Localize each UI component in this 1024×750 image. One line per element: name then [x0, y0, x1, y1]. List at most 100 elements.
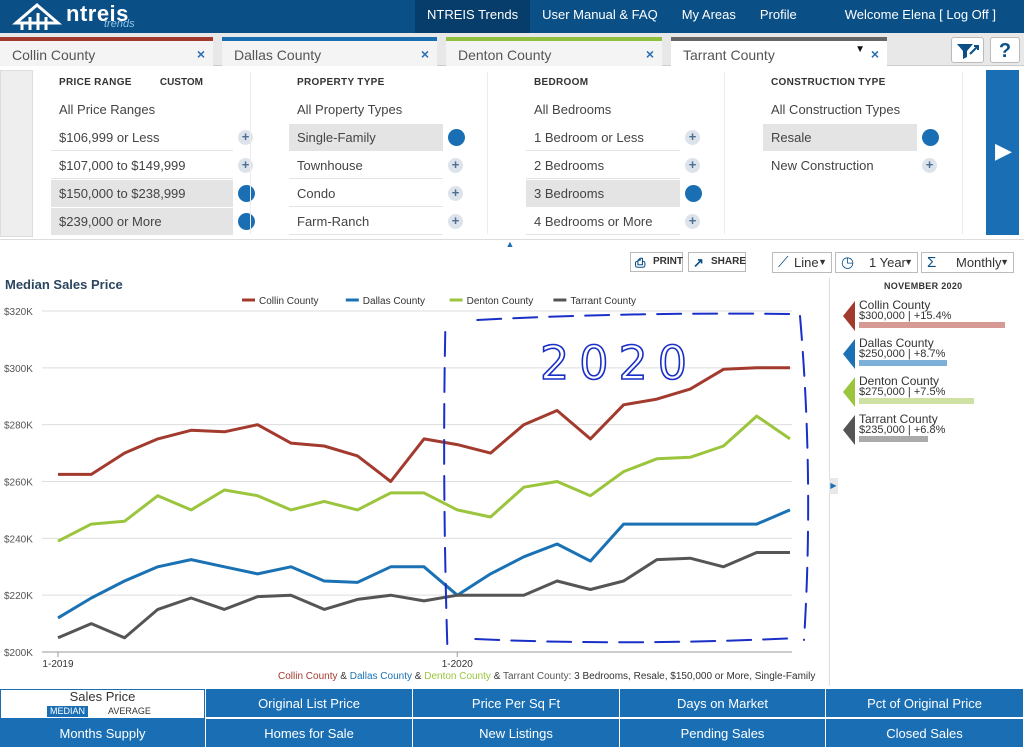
option-label: Resale	[771, 130, 812, 145]
bedroom-all[interactable]: All Bedrooms	[526, 96, 708, 123]
chart-type-select[interactable]: ⟋ Line ▼	[772, 252, 832, 273]
tab-tarrant-county[interactable]: Tarrant County ▼ ×	[671, 37, 887, 66]
property-all[interactable]: All Property Types	[289, 96, 471, 123]
median-toggle[interactable]: MEDIAN	[47, 706, 89, 717]
bedroom-option[interactable]: 2 Bedrooms +	[526, 152, 700, 179]
metric-new-listings[interactable]: New Listings	[413, 719, 620, 748]
plus-icon[interactable]: +	[685, 130, 700, 145]
nav-ntreis-trends[interactable]: NTREIS Trends	[415, 0, 531, 33]
plus-icon[interactable]: +	[448, 158, 463, 173]
metric-price-per-sqft[interactable]: Price Per Sq Ft	[413, 689, 620, 718]
selected-dot-icon[interactable]	[238, 185, 255, 202]
metric-pct-original-price[interactable]: Pct of Original Price	[826, 689, 1024, 718]
house-logo-icon	[12, 3, 62, 30]
print-label: PRINT	[653, 256, 683, 267]
expand-side-panel-icon[interactable]: ▶	[829, 478, 838, 494]
tab-denton-county[interactable]: Denton County ×	[446, 37, 662, 66]
chart-caption: Collin County & Dallas County & Denton C…	[278, 671, 815, 682]
help-button[interactable]: ?	[990, 37, 1020, 63]
selected-dot-icon[interactable]	[685, 185, 702, 202]
filter-next-panel[interactable]: ▶	[986, 70, 1019, 235]
caption-collin: Collin County	[278, 671, 338, 682]
plus-icon[interactable]: +	[922, 158, 937, 173]
metric-homes-for-sale[interactable]: Homes for Sale	[206, 719, 413, 748]
metric-months-supply[interactable]: Months Supply	[0, 719, 206, 748]
price-option[interactable]: $107,000 to $149,999 +	[51, 152, 253, 179]
option-label: All Property Types	[297, 102, 403, 117]
plus-icon[interactable]: +	[448, 214, 463, 229]
close-icon[interactable]: ×	[870, 46, 879, 62]
property-option[interactable]: Townhouse +	[289, 152, 463, 179]
option-label: 3 Bedrooms	[534, 186, 605, 201]
plus-icon[interactable]: +	[448, 186, 463, 201]
nav-profile[interactable]: Profile	[759, 7, 797, 22]
custom-link[interactable]: CUSTOM	[159, 77, 203, 88]
caret-down-icon: ▼	[904, 257, 913, 267]
price-option[interactable]: $106,999 or Less +	[51, 124, 253, 151]
tab-label: Dallas County	[234, 47, 322, 63]
property-type-heading: PROPERTY TYPE	[297, 77, 385, 88]
plus-icon[interactable]: +	[685, 214, 700, 229]
summary-item-tarrant[interactable]: Tarrant County $235,000 | +6.8%	[840, 412, 1020, 450]
price-option-selected[interactable]: $239,000 or More	[51, 208, 255, 235]
close-icon[interactable]: ×	[645, 46, 654, 62]
construction-option-selected[interactable]: Resale	[763, 124, 939, 151]
option-label: Single-Family	[297, 130, 376, 145]
metric-pending-sales[interactable]: Pending Sales	[620, 719, 826, 748]
summary-item-denton[interactable]: Denton County $275,000 | +7.5%	[840, 374, 1020, 412]
option-label: Farm-Ranch	[297, 214, 370, 229]
bedroom-option[interactable]: 4 Bedrooms or More +	[526, 208, 700, 235]
collapse-filters-icon[interactable]: ▲	[505, 239, 515, 249]
summary-item-collin[interactable]: Collin County $300,000 | +15.4%	[840, 298, 1020, 336]
y-tick-label: $300K	[4, 364, 33, 375]
summary-item-dallas[interactable]: Dallas County $250,000 | +8.7%	[840, 336, 1020, 374]
bedroom-option[interactable]: 1 Bedroom or Less +	[526, 124, 700, 151]
summary-bar	[859, 398, 974, 404]
plus-icon[interactable]: +	[685, 158, 700, 173]
x-tick-label: 1-2020	[442, 659, 474, 670]
selected-dot-icon[interactable]	[448, 129, 465, 146]
interval-select[interactable]: Σ Monthly ▼	[921, 252, 1014, 273]
property-option[interactable]: Farm-Ranch +	[289, 208, 463, 235]
construction-option[interactable]: New Construction +	[763, 152, 937, 179]
caption-amp: &	[411, 671, 425, 682]
average-toggle[interactable]: AVERAGE	[108, 706, 151, 716]
ntreis-logo[interactable]: ntreis trends	[12, 1, 142, 31]
annotation-box	[443, 312, 810, 645]
metric-tabs: Sales Price MEDIAN AVERAGE Original List…	[0, 689, 1024, 750]
share-button[interactable]: ↗ SHARE	[688, 252, 746, 272]
summary-bar	[859, 436, 928, 442]
selected-dot-icon[interactable]	[238, 213, 255, 230]
plus-icon[interactable]: +	[238, 158, 253, 173]
series-marker-icon	[843, 301, 855, 331]
print-button[interactable]: ⎙ PRINT	[630, 252, 683, 272]
property-option-selected[interactable]: Single-Family	[289, 124, 465, 151]
tab-dallas-county[interactable]: Dallas County ×	[222, 37, 437, 66]
summary-panel: NOVEMBER 2020 Collin County $300,000 | +…	[840, 276, 1020, 686]
metric-sales-price[interactable]: Sales Price MEDIAN AVERAGE	[0, 689, 205, 719]
bedroom-option-selected[interactable]: 3 Bedrooms	[526, 180, 702, 207]
divider	[487, 72, 488, 234]
construction-all[interactable]: All Construction Types	[763, 96, 945, 123]
metric-days-on-market[interactable]: Days on Market	[620, 689, 826, 718]
option-label: Condo	[297, 186, 336, 201]
metric-original-list-price[interactable]: Original List Price	[206, 689, 413, 718]
nav-user-manual[interactable]: User Manual & FAQ	[542, 7, 658, 22]
summary-name: Denton County	[859, 374, 940, 388]
tab-label: Collin County	[12, 47, 96, 63]
filter-toggle-button[interactable]	[951, 37, 984, 63]
price-option-selected[interactable]: $150,000 to $238,999	[51, 180, 255, 207]
property-option[interactable]: Condo +	[289, 180, 463, 207]
time-range-select[interactable]: ◷ 1 Year ▼	[835, 252, 918, 273]
selected-dot-icon[interactable]	[922, 129, 939, 146]
nav-my-areas[interactable]: My Areas	[681, 7, 736, 22]
plus-icon[interactable]: +	[238, 130, 253, 145]
filter-prev-panel[interactable]	[0, 70, 33, 237]
price-all[interactable]: All Price Ranges	[51, 96, 233, 123]
welcome-logoff[interactable]: Welcome Elena [ Log Off ]	[844, 7, 996, 22]
tab-collin-county[interactable]: Collin County ×	[0, 37, 213, 66]
close-icon[interactable]: ×	[196, 46, 205, 62]
caret-down-icon[interactable]: ▼	[855, 44, 865, 55]
close-icon[interactable]: ×	[420, 46, 429, 62]
metric-closed-sales[interactable]: Closed Sales	[826, 719, 1024, 748]
